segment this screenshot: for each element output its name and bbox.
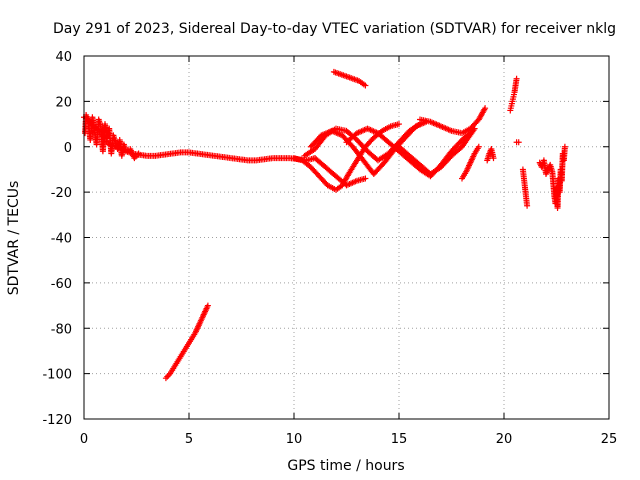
data-point xyxy=(490,155,497,162)
y-tick-label: -40 xyxy=(51,232,72,247)
y-tick-label: 40 xyxy=(55,50,72,65)
x-axis-label: GPS time / hours xyxy=(287,458,404,474)
x-tick-label: 0 xyxy=(80,432,88,447)
data-point xyxy=(204,302,211,309)
data-point xyxy=(475,143,482,150)
y-tick-label: 0 xyxy=(64,141,72,156)
y-tick-label: 20 xyxy=(55,95,72,110)
plot-frame xyxy=(83,55,610,420)
data-point xyxy=(561,143,568,150)
data-point xyxy=(362,82,369,89)
x-tick-label: 10 xyxy=(286,432,303,447)
grid-lines xyxy=(84,56,609,419)
y-tick-label: -20 xyxy=(51,186,72,201)
data-point xyxy=(513,75,520,82)
data-point xyxy=(515,139,522,146)
axis-ticks: 0 5 10 15 20 25 40 20 0 -20 -40 -60 -80 -100 -120 xyxy=(42,50,617,447)
y-tick-label: -100 xyxy=(42,368,72,383)
x-tick-label: 15 xyxy=(391,432,408,447)
data-point xyxy=(524,202,531,209)
data-points xyxy=(81,68,568,382)
x-tick-label: 5 xyxy=(185,432,193,447)
data-point xyxy=(482,105,489,112)
y-tick-label: -80 xyxy=(51,322,72,337)
chart-title: Day 291 of 2023, Sidereal Day-to-day VTE… xyxy=(53,21,616,37)
data-point xyxy=(362,175,369,182)
data-point xyxy=(135,150,142,157)
x-tick-label: 25 xyxy=(601,432,618,447)
y-tick-label: -120 xyxy=(42,413,72,428)
x-tick-label: 20 xyxy=(496,432,513,447)
y-axis-label: SDTVAR / TECUs xyxy=(6,181,22,296)
data-point xyxy=(396,121,402,128)
y-tick-label: -60 xyxy=(51,277,72,292)
